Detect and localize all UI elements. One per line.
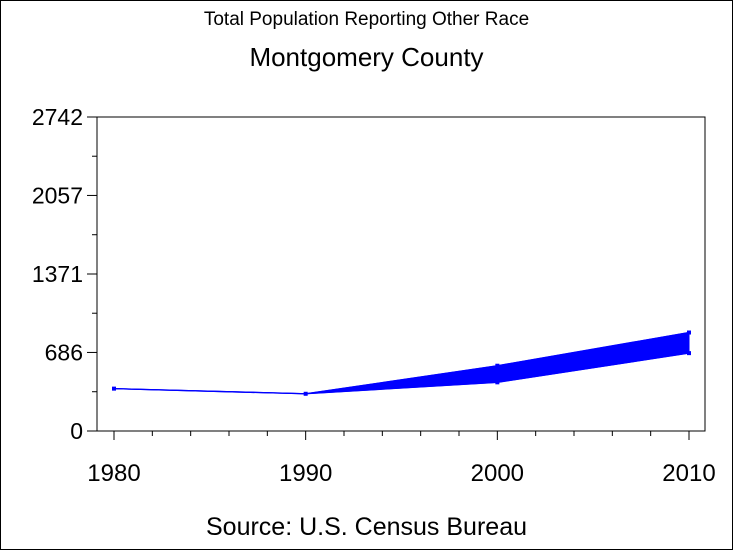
data-point [303, 391, 308, 396]
x-tick-label: 2010 [662, 460, 715, 487]
x-tick-label: 1980 [87, 460, 140, 487]
data-point [687, 330, 691, 335]
y-tick-label: 1371 [32, 261, 83, 287]
chart-title: Total Population Reporting Other Race [203, 9, 530, 30]
data-point [687, 351, 691, 356]
data-point [495, 380, 500, 385]
data-point [112, 386, 116, 391]
source-note: Source: U.S. Census Bureau [206, 513, 527, 541]
y-tick-label: 0 [70, 418, 83, 444]
y-tick-label: 686 [45, 339, 83, 365]
x-tick-label: 1990 [279, 460, 332, 487]
data-point [495, 363, 500, 368]
x-axis: 1980 1990 2000 2010 [87, 431, 716, 487]
series-lower-line [113, 352, 690, 395]
series-band [113, 331, 690, 395]
y-axis: 0 686 1371 2057 2742 [32, 104, 97, 444]
y-tick-label: 2742 [32, 104, 83, 130]
x-tick-label: 2000 [471, 460, 524, 487]
series-range [112, 330, 691, 396]
y-tick-label: 2057 [32, 182, 83, 208]
chart-subtitle: Montgomery County [249, 42, 484, 72]
